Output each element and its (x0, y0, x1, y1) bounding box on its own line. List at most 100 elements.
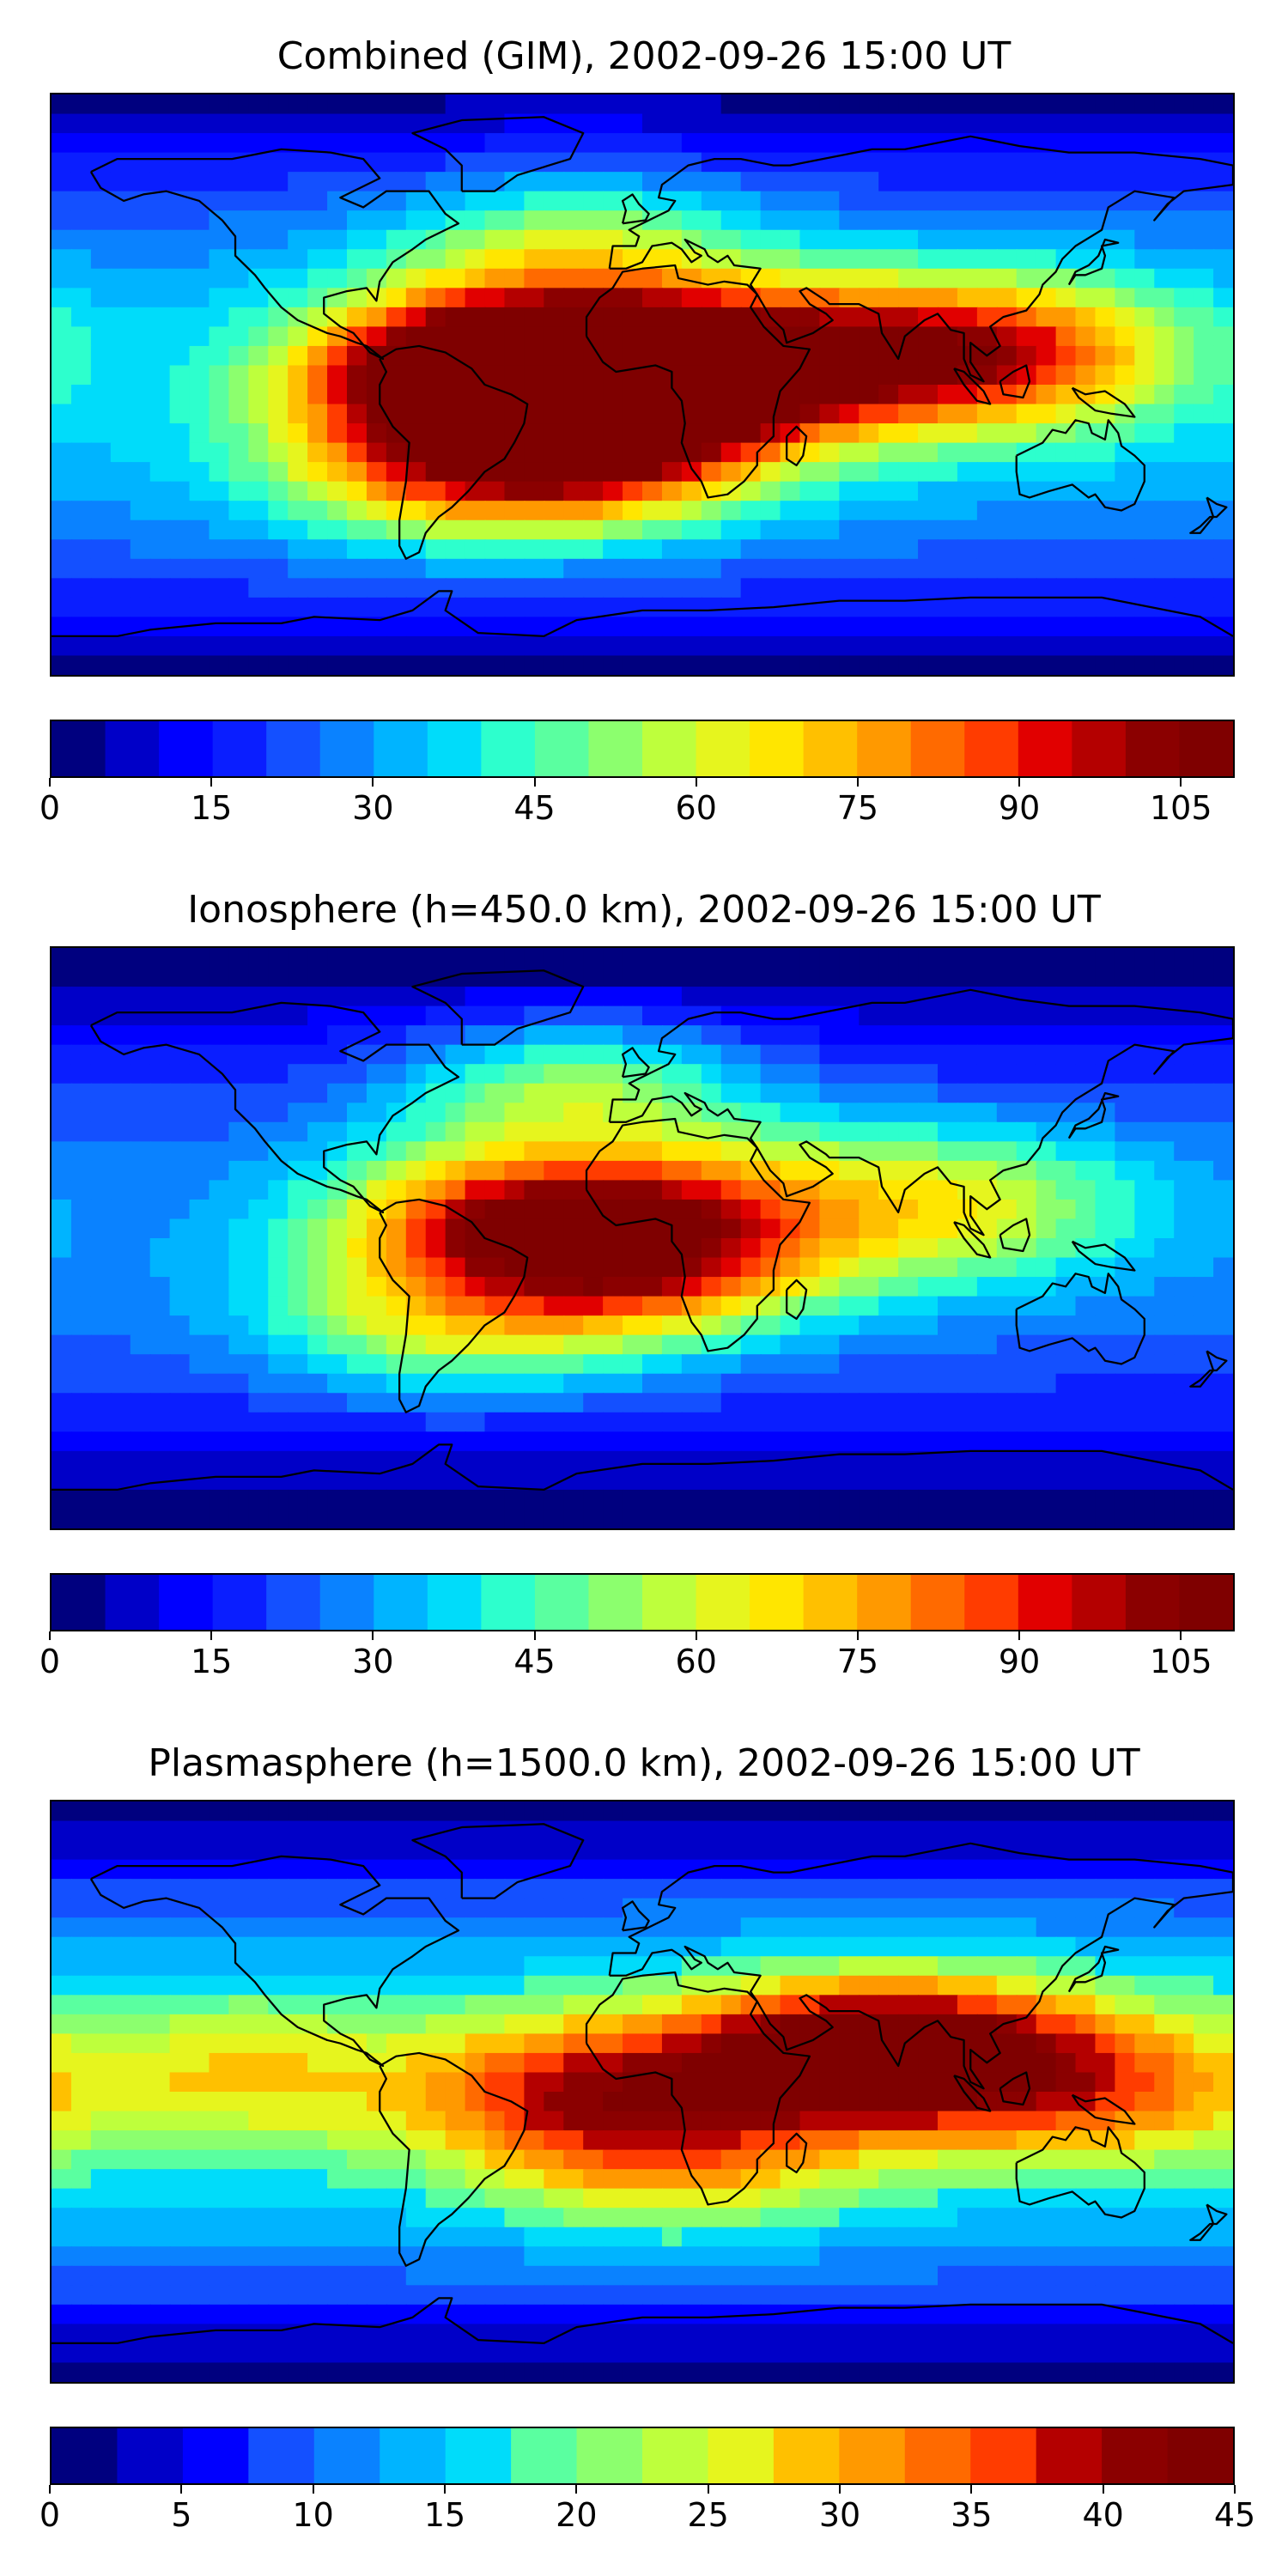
field-cell (307, 1005, 329, 1027)
field-cell (189, 1005, 210, 1027)
field-cell (701, 1489, 722, 1510)
field-cell (878, 1005, 900, 1027)
field-cell (465, 1936, 486, 1958)
field-cell (1134, 1509, 1156, 1528)
field-cell (839, 2033, 860, 2055)
field-cell (878, 462, 900, 483)
field-cell (484, 1840, 506, 1861)
field-cell (209, 1025, 230, 1046)
field-cell (878, 1103, 900, 1123)
field-cell (347, 1373, 368, 1394)
field-cell (740, 1898, 762, 1919)
field-cell (898, 1995, 920, 2015)
field-cell (1055, 1160, 1077, 1182)
field-cell (1075, 404, 1097, 425)
field-cell (386, 1509, 407, 1528)
field-cell (1016, 1218, 1037, 1240)
field-cell (1194, 1393, 1215, 1413)
field-cell (1095, 94, 1116, 115)
field-cell (209, 1859, 230, 1880)
field-cell (583, 2169, 605, 2190)
field-cell (661, 1083, 683, 1104)
field-cell (268, 1315, 289, 1336)
field-cell (1194, 1450, 1215, 1472)
field-cell (110, 1238, 131, 1259)
field-cell (149, 1354, 171, 1375)
field-cell (248, 501, 270, 521)
field-cell (1134, 2072, 1156, 2093)
colorbar-segment (105, 1575, 160, 1630)
field-cell (386, 1141, 407, 1162)
field-cell (760, 2072, 781, 2093)
field-cell (603, 249, 624, 270)
field-cell (1213, 462, 1233, 483)
field-cell (288, 1956, 309, 1977)
field-cell (169, 1917, 191, 1938)
field-cell (957, 1820, 979, 1842)
field-cell (976, 1879, 998, 1899)
field-cell (878, 558, 900, 580)
field-cell (1016, 1393, 1037, 1413)
field-cell (347, 113, 368, 135)
field-cell (976, 133, 998, 154)
field-cell (1194, 1509, 1215, 1528)
field-cell (1115, 655, 1136, 675)
field-cell (938, 1238, 959, 1259)
field-cell (819, 501, 841, 521)
field-cell (1194, 1315, 1215, 1336)
field-cell (1154, 1509, 1176, 1528)
field-cell (996, 635, 1018, 657)
field-cell (70, 191, 93, 212)
field-cell (52, 1315, 73, 1336)
field-cell (996, 1373, 1018, 1394)
field-cell (603, 1199, 624, 1220)
colorbar-segment (427, 721, 482, 776)
field-cell (425, 2169, 447, 2190)
field-cell (957, 501, 979, 521)
field-cell (819, 345, 841, 367)
field-cell (52, 229, 73, 251)
field-cell (760, 2111, 781, 2132)
field-cell (169, 1975, 191, 1996)
field-cell (957, 423, 979, 444)
field-cell (445, 1489, 466, 1510)
field-cell (228, 1180, 250, 1201)
field-cell (799, 210, 821, 231)
field-cell (524, 1373, 545, 1394)
field-cell (465, 1450, 486, 1472)
field-cell (938, 1898, 959, 1919)
field-cell (1016, 987, 1037, 1007)
field-cell (681, 1917, 702, 1938)
field-cell (504, 539, 526, 560)
colorbar-ticks: 0 15 30 45 60 75 90 105 (39, 1631, 1235, 1683)
field-cell (544, 1509, 565, 1528)
field-cell (623, 1121, 644, 1143)
field-cell (268, 1064, 289, 1084)
field-cell (248, 172, 270, 192)
field-cell (957, 635, 979, 657)
field-cell (544, 1431, 565, 1452)
field-cell (1213, 1141, 1233, 1162)
field-cell (603, 307, 624, 328)
field-cell (623, 1859, 644, 1880)
field-cell (504, 1489, 526, 1510)
field-cell (209, 2052, 230, 2074)
field-cell (327, 1218, 349, 1240)
field-cell (189, 1141, 210, 1162)
field-cell (681, 1354, 702, 1375)
field-cell (839, 1859, 860, 1880)
field-cell (1055, 2072, 1077, 2093)
field-cell (386, 1334, 407, 1356)
field-cell (52, 1083, 73, 1104)
field-cell (701, 1995, 722, 2015)
field-cell (347, 133, 368, 154)
field-cell (544, 2072, 565, 2093)
field-cell (110, 94, 131, 115)
field-cell (996, 268, 1018, 289)
field-cell (544, 365, 565, 386)
field-cell (110, 462, 131, 483)
field-cell (1154, 558, 1176, 580)
field-cell (484, 481, 506, 502)
field-cell (898, 617, 920, 638)
field-cell (701, 1296, 722, 1317)
